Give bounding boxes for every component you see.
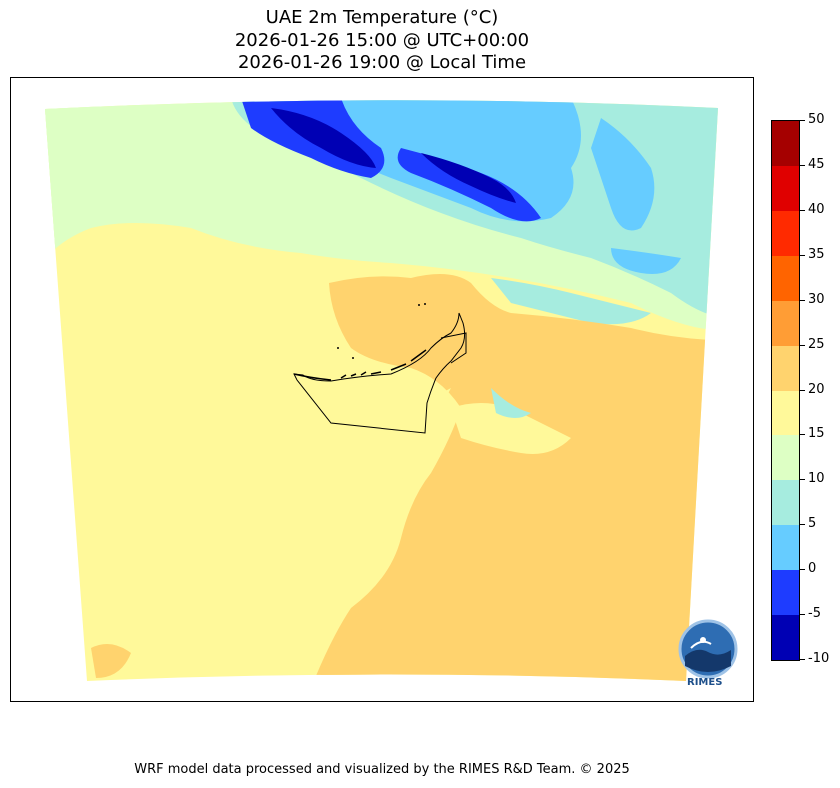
colorbar-segment [772,570,799,616]
colorbar-segment [772,210,799,257]
colorbar-tick [800,659,805,660]
map-subtitle-utc: 2026-01-26 15:00 @ UTC+00:00 [234,30,530,51]
field-5-10-coast [491,388,531,418]
colorbar-segment [772,300,799,347]
coastline-islands [293,349,427,381]
colorbar-tick [800,209,805,211]
colorbar-tick [800,614,805,616]
field-20-25-south [311,618,431,681]
field-15-20-coastal [361,388,451,444]
colorbar-tick-label: 0 [808,561,817,577]
colorbar-tick-label: 10 [808,471,825,487]
colorbar-tick-label: 20 [808,381,825,397]
field-minus10-minus5 [271,108,376,168]
uae-boundary [293,312,466,434]
island [424,303,426,305]
colorbar-tick-label: 30 [808,291,825,307]
colorbar-tick [800,434,805,436]
colorbar-tick [800,299,805,301]
colorbar-segment [772,615,799,661]
field-minus10-minus5-b [421,153,516,203]
colorbar-segment [772,390,799,436]
colorbar [771,120,800,661]
colorbar-tick [800,479,805,481]
colorbar-segment [772,435,799,481]
colorbar-tick-label: 35 [808,246,825,262]
island [418,304,420,306]
field-0-5-east [591,118,655,231]
colorbar-tick [800,524,805,526]
rimes-logo [677,618,739,690]
island [352,357,354,359]
field-20-25-sw [91,644,131,678]
colorbar-tick [800,254,805,256]
field-15-20-inland [349,458,405,568]
colorbar-tick-label: 15 [808,426,825,442]
map-subtitle-local: 2026-01-26 19:00 @ Local Time [237,52,527,73]
temperature-map [45,100,718,681]
field-5-10-patch [491,278,651,325]
colorbar-tick-label: 45 [808,156,825,172]
field-15-20-gulf [451,403,571,454]
map-frame [10,77,754,702]
colorbar-segment [772,525,799,571]
colorbar-tick-label: -5 [808,606,821,622]
logo-text: RIMES [687,677,723,688]
footer-credit: WRF model data processed and visualized … [134,762,630,777]
colorbar-tick-label: 25 [808,336,825,352]
colorbar-tick-label: 40 [808,201,825,217]
field-0-5-patch [611,248,681,274]
colorbar-segment [772,165,799,212]
island [337,347,339,349]
colorbar-tick [800,120,805,121]
colorbar-tick [800,569,805,571]
colorbar-tick [800,344,805,346]
colorbar-segment [772,255,799,302]
colorbar-tick [800,164,805,166]
map-title: UAE 2m Temperature (°C) [265,7,499,28]
colorbar-tick [800,389,805,391]
emirate-boundary [440,332,467,364]
colorbar-tick-label: 5 [808,516,817,532]
colorbar-segment [772,121,799,167]
colorbar-tick-label: -10 [808,651,830,666]
colorbar-tick-label: 50 [808,112,825,127]
field-20-25 [311,274,711,681]
colorbar-segment [772,480,799,526]
colorbar-segment [772,345,799,391]
